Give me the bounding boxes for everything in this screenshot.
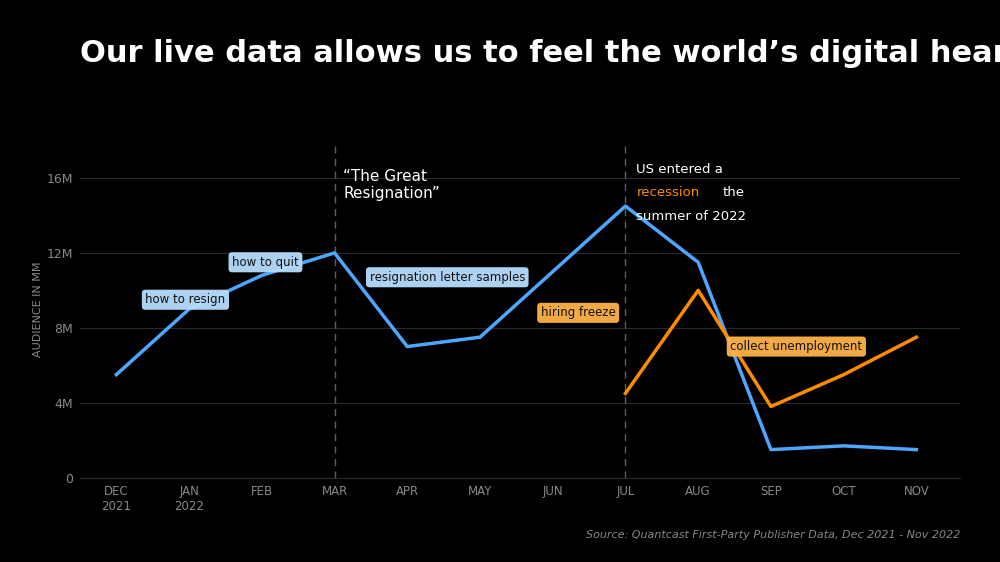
Text: the: the [722, 187, 744, 200]
Text: summer of 2022: summer of 2022 [636, 210, 746, 223]
Text: “The Great
Resignation”: “The Great Resignation” [343, 169, 440, 201]
Text: Our live data allows us to feel the world’s digital heartbeat: Our live data allows us to feel the worl… [80, 39, 1000, 69]
Text: collect unemployment: collect unemployment [730, 340, 862, 353]
Text: recession: recession [636, 187, 700, 200]
Text: resignation letter samples: resignation letter samples [370, 271, 525, 284]
Text: how to resign: how to resign [145, 293, 226, 306]
Y-axis label: AUDIENCE IN MM: AUDIENCE IN MM [33, 261, 43, 357]
Text: how to quit: how to quit [232, 256, 299, 269]
Text: US entered a: US entered a [636, 163, 723, 176]
Text: Source: Quantcast First-Party Publisher Data, Dec 2021 - Nov 2022: Source: Quantcast First-Party Publisher … [586, 529, 960, 540]
Text: hiring freeze: hiring freeze [541, 306, 616, 319]
